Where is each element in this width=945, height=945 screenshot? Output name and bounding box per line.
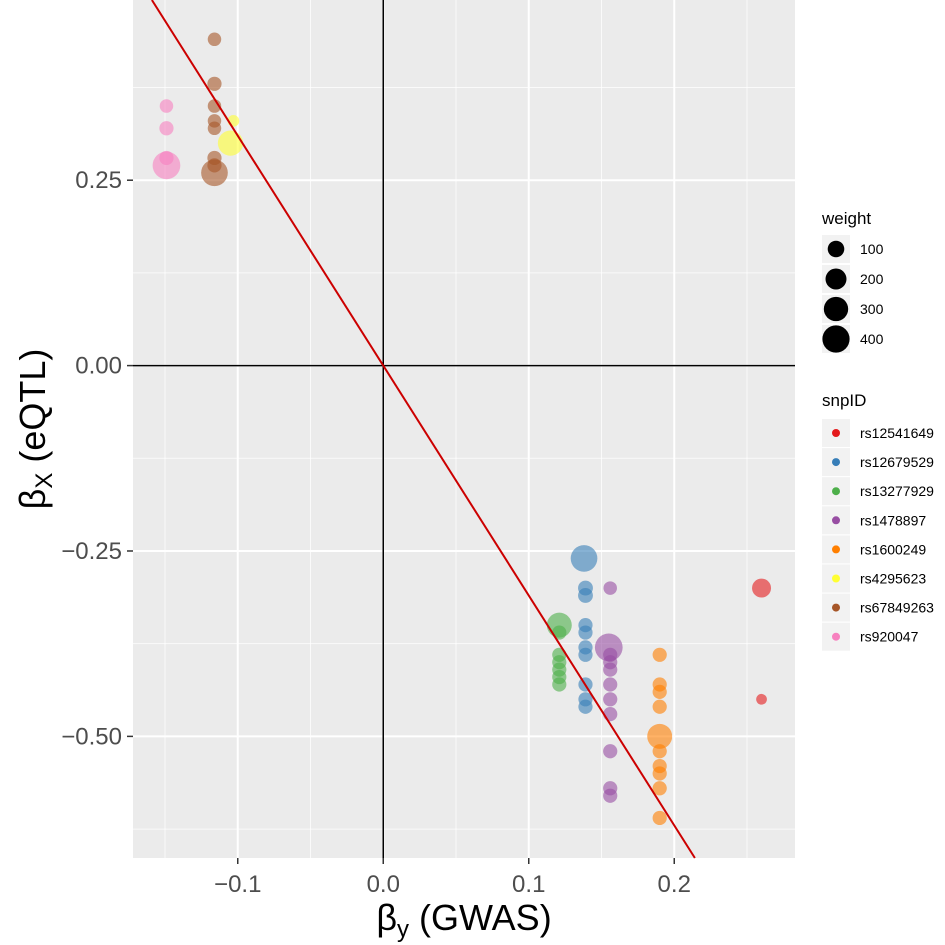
legend-snp-key <box>832 458 840 467</box>
legend-weight: weight 100 200 300 400 <box>821 209 884 353</box>
data-point-rs1478897 <box>603 707 618 722</box>
data-point-rs1478897 <box>603 788 618 803</box>
data-point-rs12541649 <box>756 693 767 705</box>
grid-minor <box>133 0 795 858</box>
legend-weight-title: weight <box>821 209 871 228</box>
data-point-rs12541649 <box>752 578 772 598</box>
data-point-rs67849263 <box>207 76 222 91</box>
data-point-rs4295623 <box>217 130 244 156</box>
legend-snp-label: rs12679529 <box>860 454 934 470</box>
data-points <box>152 32 772 826</box>
x-axis-title-subscript: y <box>397 916 409 943</box>
data-point-rs1478897 <box>603 744 618 759</box>
legend-weight-key <box>825 268 847 290</box>
legend-snp-label: rs1600249 <box>860 541 926 557</box>
legend-snp: snpID rs12541649 rs12679529 rs13277929 rs14… <box>822 391 934 651</box>
x-tick-label: 0.1 <box>512 871 545 898</box>
legend-weight-key <box>823 296 849 322</box>
y-axis-title: βX (eQTL) <box>12 349 58 510</box>
y-axis-title-text: (eQTL) <box>12 349 53 473</box>
data-point-rs920047 <box>159 99 174 113</box>
x-tick-label: −0.1 <box>214 871 261 898</box>
fit-line-group <box>151 0 696 859</box>
y-tick-label: −0.50 <box>61 723 122 750</box>
legend-snp-title: snpID <box>822 391 866 410</box>
data-point-rs1478897 <box>603 677 618 692</box>
data-point-rs1600249 <box>652 647 667 662</box>
data-point-rs1600249 <box>652 766 667 781</box>
x-tick-label: 0.2 <box>658 871 691 898</box>
y-tick-label: 0.25 <box>75 167 122 194</box>
y-axis-title-symbol: β <box>12 489 53 510</box>
x-axis-title-symbol: β <box>376 897 397 938</box>
data-point-rs67849263 <box>207 158 222 173</box>
legend-snp-key <box>832 429 840 437</box>
x-axis-title: βy (GWAS) <box>376 897 551 943</box>
y-axis-ticks: −0.50 −0.25 0.00 0.25 <box>61 167 133 750</box>
legend-weight-label: 300 <box>860 301 884 317</box>
y-axis-title-subscript: X <box>31 473 58 489</box>
data-point-rs12679529 <box>578 647 593 662</box>
legend-snp-items: rs12541649 rs12679529 rs13277929 rs1478897 r… <box>822 419 934 651</box>
data-point-rs920047 <box>159 150 174 166</box>
reference-lines <box>133 0 795 858</box>
data-point-rs1600249 <box>652 744 667 759</box>
legend-snp-key <box>832 545 840 554</box>
legend-snp-label: rs4295623 <box>860 571 926 587</box>
data-point-rs67849263 <box>207 32 222 47</box>
data-point-rs1600249 <box>652 810 667 826</box>
data-point-rs1600249 <box>647 723 673 749</box>
legend-snp-label: rs12541649 <box>860 425 934 441</box>
data-point-rs1478897 <box>603 581 617 595</box>
data-point-rs1600249 <box>652 699 667 714</box>
legend-snp-label: rs13277929 <box>860 483 934 499</box>
fit-line <box>151 0 696 859</box>
data-point-rs1600249 <box>652 684 667 699</box>
legend-weight-items: 100 200 300 400 <box>822 235 884 353</box>
data-point-rs920047 <box>159 121 174 136</box>
legend-weight-label: 100 <box>860 241 884 257</box>
legend-snp-key <box>832 574 840 583</box>
legend-weight-label: 400 <box>860 331 884 347</box>
legend-weight-key <box>827 240 845 258</box>
data-point-rs13277929 <box>552 625 567 640</box>
data-point-rs67849263 <box>207 121 222 136</box>
legend-weight-label: 200 <box>860 271 884 287</box>
legend-snp-label: rs67849263 <box>860 600 934 616</box>
legend-snp-key <box>832 487 840 496</box>
data-point-rs1600249 <box>652 781 667 796</box>
data-point-rs12679529 <box>578 625 593 640</box>
legend-weight-key <box>822 325 850 353</box>
y-tick-label: 0.00 <box>75 353 122 380</box>
data-point-rs1478897 <box>603 692 618 707</box>
legend-snp-key <box>832 603 840 612</box>
legend-snp-label: rs920047 <box>860 629 919 645</box>
legend-snp-key <box>832 516 840 525</box>
data-point-rs13277929 <box>552 677 567 692</box>
x-axis-title-text: (GWAS) <box>409 897 552 938</box>
legend-snp-label: rs1478897 <box>860 512 926 528</box>
data-point-rs12679529 <box>578 699 593 714</box>
y-tick-label: −0.25 <box>61 538 122 565</box>
legend-snp-key <box>832 632 840 641</box>
data-point-rs12679529 <box>570 545 598 572</box>
x-tick-label: 0.0 <box>367 871 400 898</box>
x-axis-ticks: −0.1 0.0 0.1 0.2 <box>214 858 691 898</box>
data-point-rs1478897 <box>603 662 618 677</box>
data-point-rs12679529 <box>578 588 593 603</box>
